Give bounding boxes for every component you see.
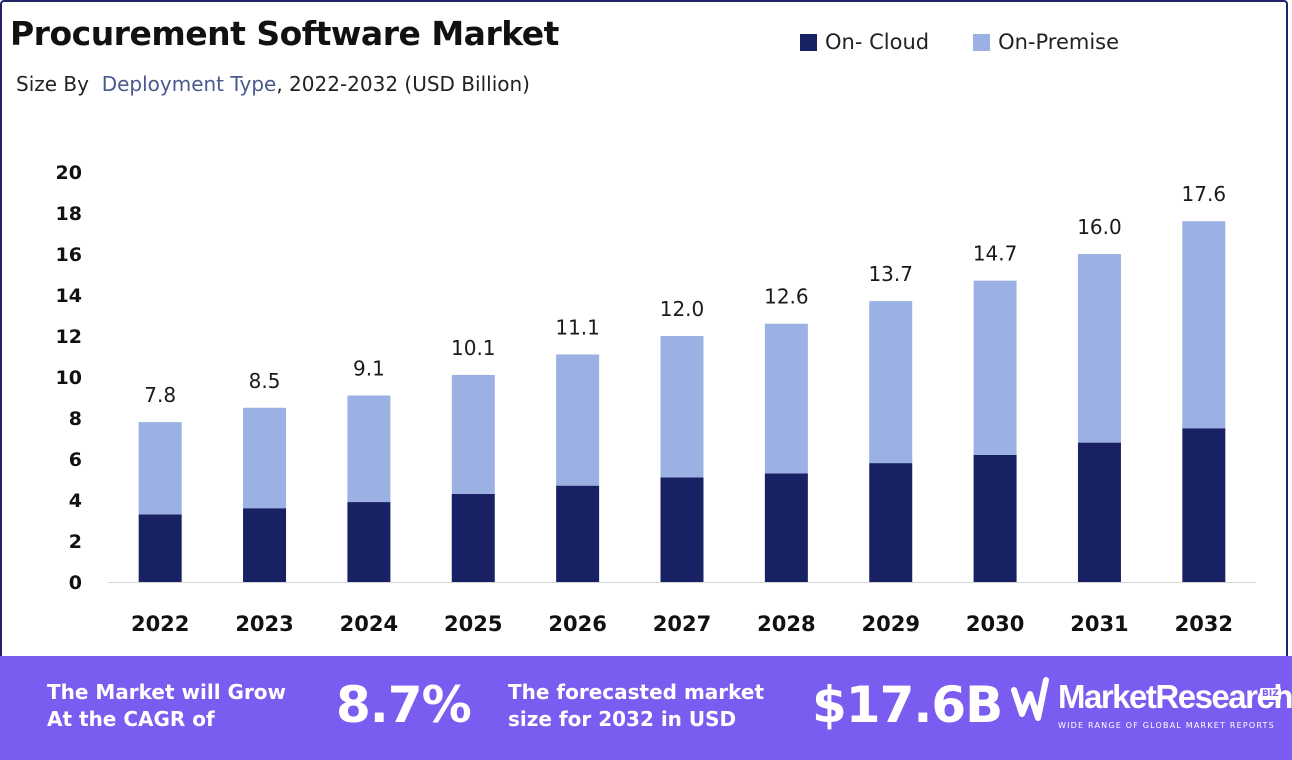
forecast-label: The forecasted market size for 2032 in U… xyxy=(508,679,764,733)
bar-segment-on-cloud xyxy=(347,502,390,582)
brand-mark-icon xyxy=(1010,674,1050,734)
bar-segment-on-premise xyxy=(765,324,808,474)
bar-segment-on-cloud xyxy=(452,494,495,582)
cagr-label-line1: The Market will Grow xyxy=(47,679,286,706)
bar-total-label: 12.0 xyxy=(660,297,705,321)
bar-segment-on-cloud xyxy=(1182,428,1225,582)
bar-total-label: 12.6 xyxy=(764,285,809,309)
forecast-value: $17.6B xyxy=(812,676,1002,734)
bar-segment-on-premise xyxy=(1182,221,1225,428)
cagr-value: 8.7% xyxy=(336,676,471,734)
bar-total-label: 13.7 xyxy=(868,262,913,286)
brand-tagline: WIDE RANGE OF GLOBAL MARKET REPORTS xyxy=(1058,721,1275,730)
x-tick-label: 2023 xyxy=(235,612,293,636)
bar-total-label: 16.0 xyxy=(1077,215,1122,239)
bar-segment-on-cloud xyxy=(139,514,182,582)
cagr-label-line2: At the CAGR of xyxy=(47,706,286,733)
x-tick-label: 2029 xyxy=(862,612,920,636)
y-tick-label: 12 xyxy=(56,326,82,348)
bar-segment-on-premise xyxy=(1078,254,1121,443)
stacked-bar-chart: 0 2 4 6 8 10 12 14 16 18 20 7.8 2022 8.5 2023 9.1 2024 10… xyxy=(0,0,1292,656)
y-tick-label: 4 xyxy=(69,490,82,512)
bar-segment-on-premise xyxy=(556,354,599,485)
bar-total-label: 7.8 xyxy=(144,383,176,407)
y-tick-label: 6 xyxy=(69,449,82,471)
x-tick-label: 2024 xyxy=(340,612,398,636)
bar-segment-on-premise xyxy=(243,408,286,508)
forecast-label-line2: size for 2032 in USD xyxy=(508,706,764,733)
x-tick-label: 2026 xyxy=(548,612,606,636)
y-tick-label: 14 xyxy=(56,285,82,307)
x-tick-label: 2032 xyxy=(1175,612,1233,636)
forecast-label-line1: The forecasted market xyxy=(508,679,764,706)
y-tick-label: 20 xyxy=(56,162,82,184)
x-tick-label: 2025 xyxy=(444,612,502,636)
bar-segment-on-cloud xyxy=(765,473,808,582)
cagr-label: The Market will Grow At the CAGR of xyxy=(47,679,286,733)
bar-segment-on-premise xyxy=(139,422,182,514)
y-tick-label: 8 xyxy=(69,408,82,430)
bar-segment-on-premise xyxy=(869,301,912,463)
bar-total-label: 17.6 xyxy=(1182,182,1227,206)
y-tick-label: 2 xyxy=(69,531,82,553)
bar-segment-on-cloud xyxy=(1078,443,1121,582)
bar-segment-on-cloud xyxy=(974,455,1017,582)
y-tick-label: 16 xyxy=(56,244,82,266)
y-tick-label: 18 xyxy=(56,203,82,225)
y-tick-label: 10 xyxy=(56,367,82,389)
bar-total-label: 9.1 xyxy=(353,356,385,380)
brand-name: MarketResearch xyxy=(1058,678,1292,716)
bar-total-label: 11.1 xyxy=(555,315,600,339)
x-tick-label: 2027 xyxy=(653,612,711,636)
bar-total-label: 8.5 xyxy=(249,369,281,393)
bar-total-label: 10.1 xyxy=(451,336,496,360)
bar-segment-on-premise xyxy=(452,375,495,494)
brand-badge: BIZ xyxy=(1260,688,1281,700)
bar-segment-on-cloud xyxy=(556,486,599,582)
bar-total-label: 14.7 xyxy=(973,242,1018,266)
bar-segment-on-premise xyxy=(661,336,704,477)
brand-logo: MarketResearch BIZ WIDE RANGE OF GLOBAL … xyxy=(1010,674,1290,744)
bar-segment-on-cloud xyxy=(243,508,286,582)
summary-footer: The Market will Grow At the CAGR of 8.7%… xyxy=(0,656,1292,760)
x-tick-label: 2022 xyxy=(131,612,189,636)
bar-segment-on-premise xyxy=(974,281,1017,455)
x-tick-label: 2028 xyxy=(757,612,815,636)
bar-segment-on-cloud xyxy=(661,477,704,582)
bar-segment-on-cloud xyxy=(869,463,912,582)
y-tick-label: 0 xyxy=(69,572,82,594)
x-tick-label: 2031 xyxy=(1070,612,1128,636)
x-tick-label: 2030 xyxy=(966,612,1024,636)
bar-segment-on-premise xyxy=(347,395,390,502)
